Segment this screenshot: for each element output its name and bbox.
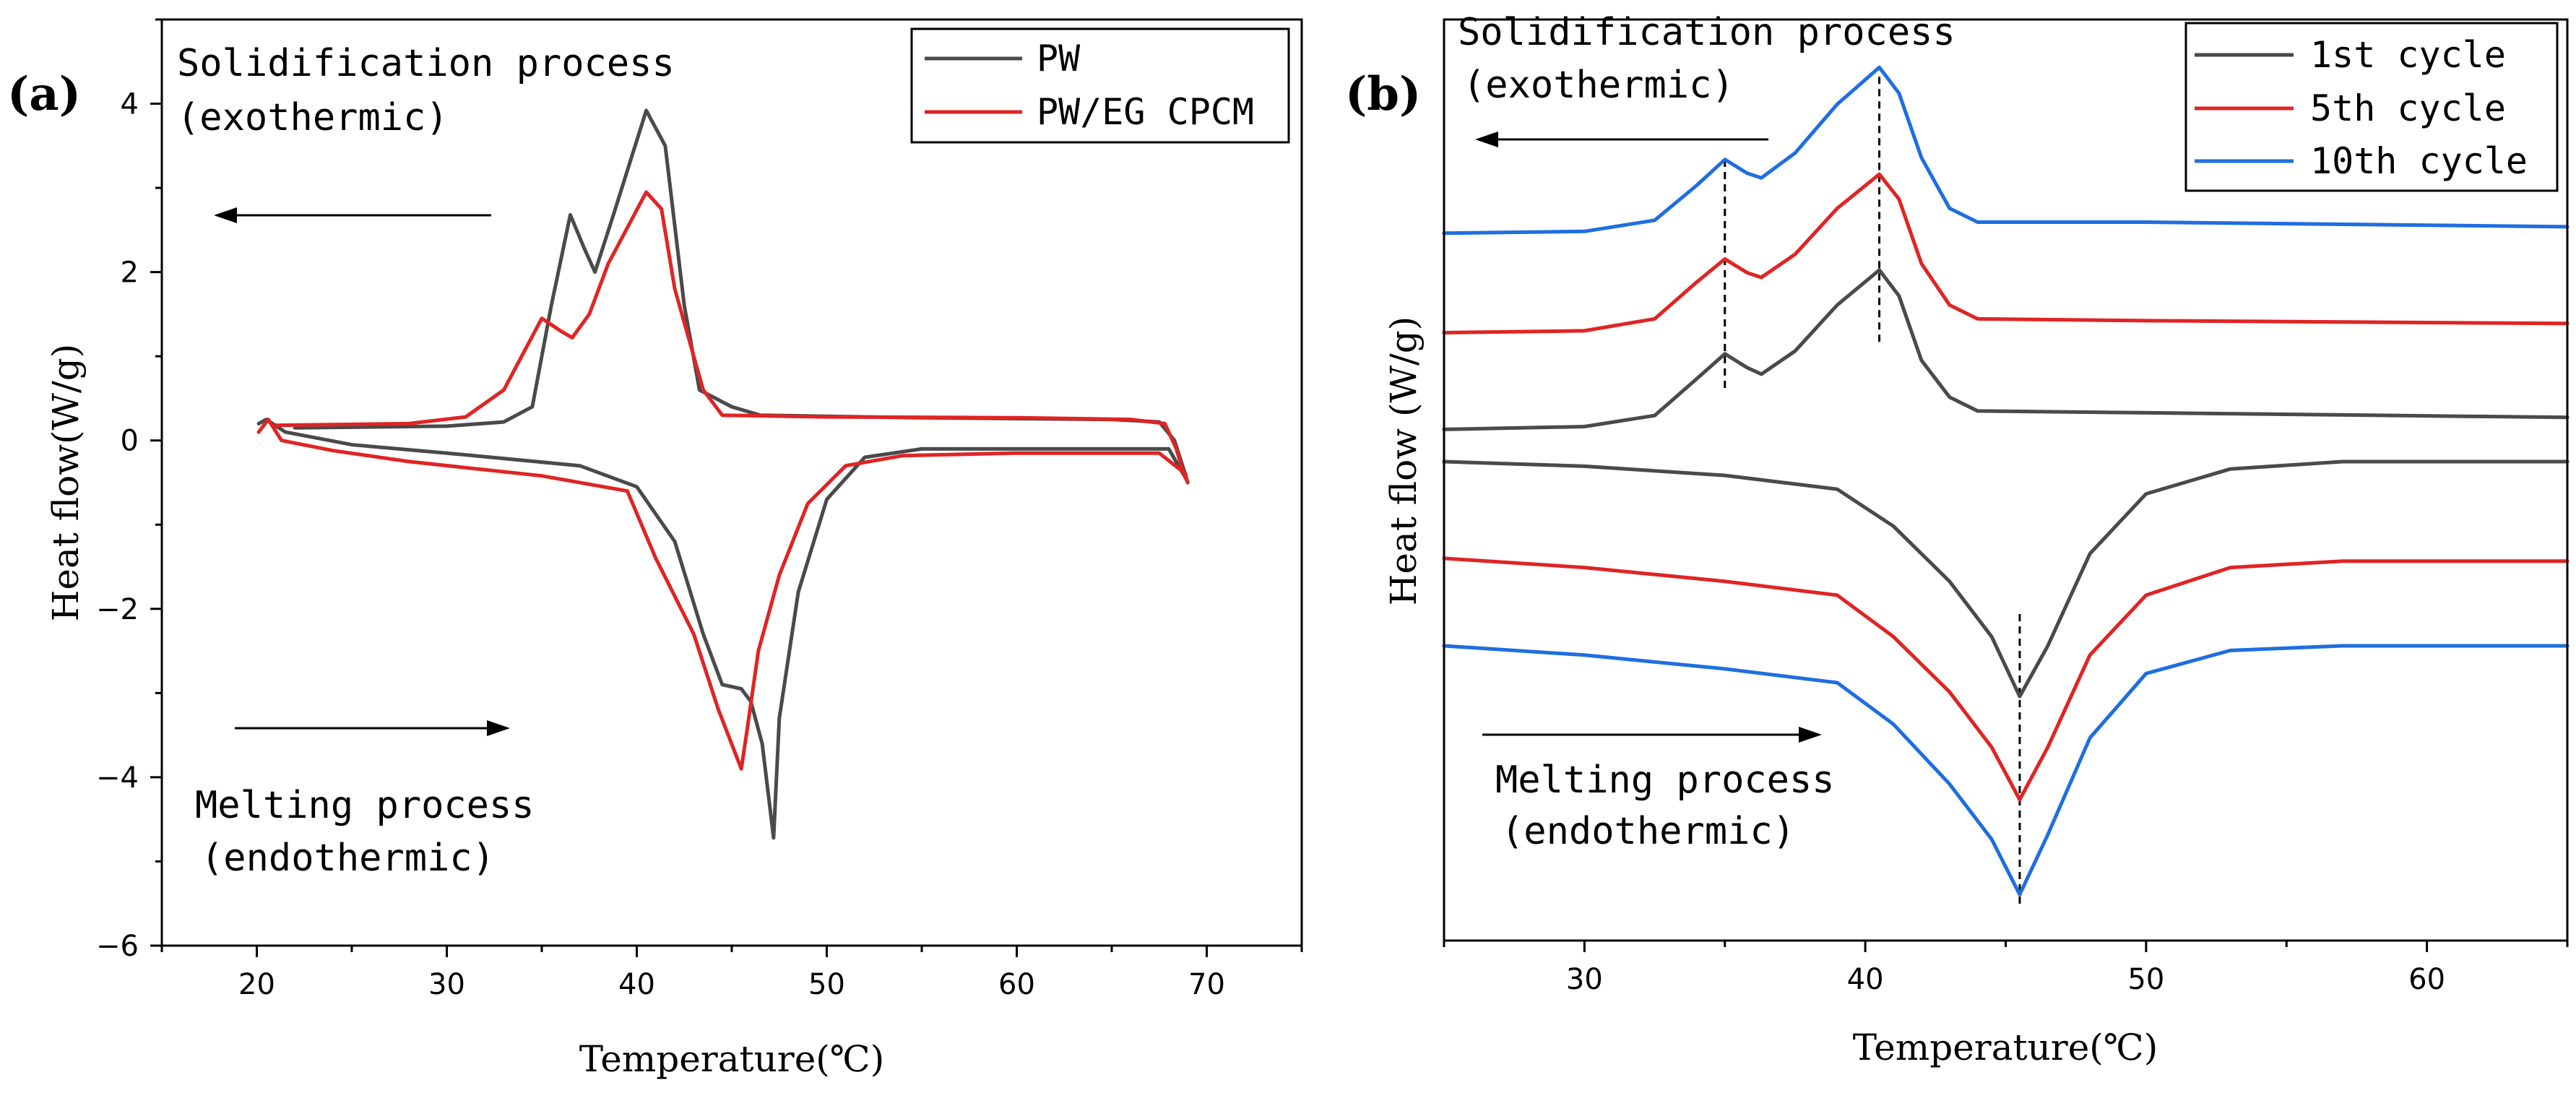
- panel-a-legend-label-cpcm: PW/EG CPCM: [1037, 91, 1254, 133]
- series-pw-segment-2: [256, 418, 1188, 840]
- panel-a-endothermic-label: (endothermic): [201, 837, 495, 880]
- series-pw-eg-cpcm-segment-1: [274, 190, 1190, 485]
- series-10th-cycle-segment-2: [1442, 644, 2569, 897]
- panel-b-y-axis-title: Heat flow (W/g): [1383, 316, 1425, 605]
- panel-b-right-arrow-icon: [1482, 727, 1822, 743]
- panel-a-plot-frame: [160, 18, 1303, 947]
- panel-b-legend-label-1st: 1st cycle: [2310, 34, 2506, 76]
- panel-b-tick-labels: 30 40 50 60: [1566, 963, 2445, 996]
- x-tick-label-50: 50: [2127, 963, 2164, 996]
- x-tick-label-30: 30: [428, 968, 465, 1001]
- panel-b-solidification-label: Solidification process: [1458, 11, 1955, 54]
- series-5th-cycle-segment-1: [1442, 172, 2569, 334]
- series-1st-cycle-segment-1: [1442, 268, 2569, 431]
- panel-b-legend-label-10th: 10th cycle: [2310, 140, 2528, 182]
- y-tick-label-2: 2: [121, 256, 139, 290]
- panel-b-plot-frame: [1443, 18, 2569, 942]
- panel-b-series: [1442, 65, 2569, 897]
- panel-b-x-axis-title: Temperature(℃): [1853, 1027, 2158, 1068]
- panel-a-y-axis-title: Heat flow(W/g): [45, 344, 87, 622]
- panel-b-ticks: [1443, 941, 2569, 952]
- x-tick-label-40: 40: [1847, 963, 1884, 996]
- panel-a-chart: (a) 20 30 40 50 60 70 −6 −4 −2 0 2 4 Temperature(℃)…: [7, 18, 1303, 1080]
- x-tick-label-30: 30: [1566, 963, 1603, 996]
- panel-b-endothermic-label: (endothermic): [1501, 810, 1795, 853]
- panel-a-solidification-label: Solidification process: [177, 42, 675, 85]
- panel-a-legend: PW PW/EG CPCM: [910, 27, 1290, 144]
- series-1st-cycle-segment-2: [1442, 459, 2569, 699]
- panel-b-left-arrow-icon: [1475, 131, 1768, 147]
- panel-b-reference-lines: [1724, 74, 2021, 904]
- panel-a-right-arrow-icon: [235, 720, 510, 736]
- panel-a-series: [256, 108, 1190, 840]
- y-tick-label-6: −6: [96, 930, 139, 963]
- panel-b-label: (b): [1345, 67, 1421, 121]
- panel-b-exothermic-label: (exothermic): [1463, 64, 1734, 107]
- panel-a-tick-labels: 20 30 40 50 60 70 −6 −4 −2 0 2 4: [96, 88, 1225, 1001]
- panel-a-exothermic-label: (exothermic): [177, 96, 449, 139]
- x-tick-label-60: 60: [2408, 963, 2445, 996]
- series-pw-segment-1: [293, 108, 1190, 485]
- x-tick-label-40: 40: [618, 968, 655, 1001]
- y-tick-label-2: −2: [96, 593, 139, 626]
- panel-a-label: (a): [7, 67, 81, 121]
- panel-a-left-arrow-icon: [214, 207, 491, 223]
- y-tick-label-0: 0: [121, 425, 139, 458]
- x-tick-label-20: 20: [238, 968, 275, 1001]
- x-tick-label-60: 60: [998, 968, 1035, 1001]
- series-10th-cycle-segment-1: [1442, 65, 2569, 236]
- panel-b-chart: (b) 30 40 50 60 Temperature(℃) Heat flow (W…: [1345, 11, 2569, 1068]
- panel-b-melting-label: Melting process: [1495, 759, 1835, 802]
- panel-a-melting-label: Melting process: [195, 784, 535, 827]
- x-tick-label-70: 70: [1188, 968, 1225, 1001]
- x-tick-label-50: 50: [808, 968, 845, 1001]
- y-tick-label-4: 4: [121, 88, 139, 121]
- panel-b-legend: 1st cycle 5th cycle 10th cycle: [2184, 22, 2559, 192]
- panel-a-x-axis-title: Temperature(℃): [579, 1038, 885, 1080]
- panel-a-legend-label-pw: PW: [1037, 38, 1081, 79]
- y-tick-label-4: −4: [96, 761, 139, 795]
- series-5th-cycle-segment-2: [1442, 556, 2569, 802]
- panel-b-legend-label-5th: 5th cycle: [2310, 87, 2506, 129]
- series-pw-eg-cpcm-segment-2: [256, 418, 1188, 771]
